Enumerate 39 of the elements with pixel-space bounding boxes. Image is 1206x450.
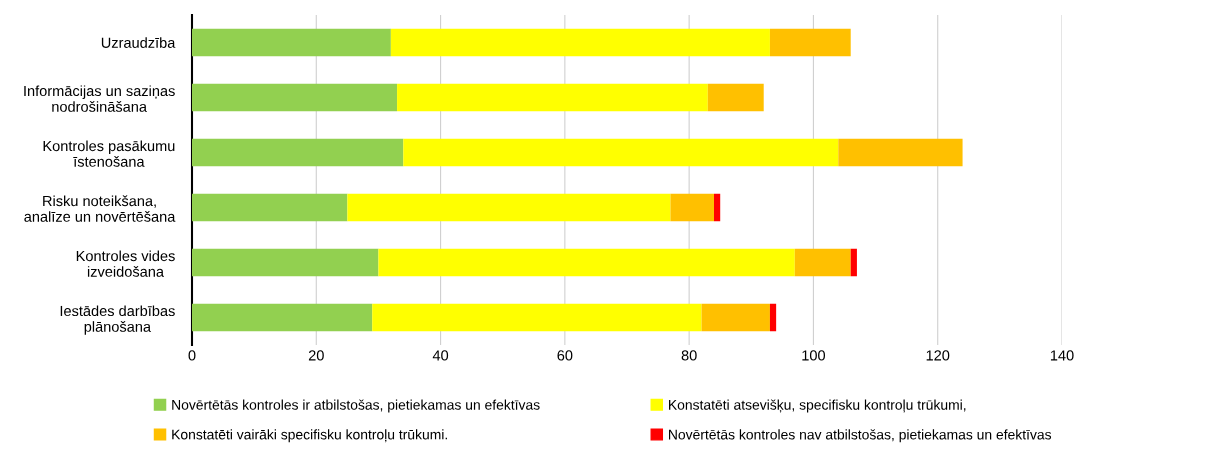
bar <box>192 138 404 167</box>
y-tick-label: Risku noteikšana, analīze un novērtēšana <box>24 195 176 222</box>
bar <box>192 193 348 222</box>
y-tick-label: Kontroles pasākumu īstenošana <box>43 140 175 167</box>
x-tick-label: 20 <box>308 350 324 361</box>
y-tick-label: Informācijas un saziņas nodrošināšana <box>24 85 175 112</box>
bar <box>403 138 839 167</box>
x-tick-label: 0 <box>188 350 196 361</box>
bar <box>769 303 777 332</box>
legend-label: Novērtētās kontroles nav atbilstošas, pietiekamas un efektīvas <box>669 429 1052 443</box>
x-tick-label: 40 <box>432 350 449 361</box>
x-tick-label: 80 <box>681 350 697 361</box>
y-tick-label: Kontroles vides izveidošana <box>76 250 175 277</box>
y-tick-label: Uzraudzība <box>101 37 176 48</box>
bar <box>347 193 671 222</box>
bar <box>192 303 373 332</box>
bar <box>714 193 721 222</box>
bar <box>192 248 379 277</box>
bar <box>769 28 851 57</box>
bar <box>192 83 398 112</box>
legend-label: Konstatēti atsevišķu, specifisku kontroļu trūkumi, <box>669 399 966 413</box>
x-tick-label: 120 <box>926 350 950 361</box>
bar <box>794 248 851 277</box>
bar <box>390 28 770 57</box>
legend-label: Konstatēti vairāki specifisku kontroļu trūkumi. <box>172 429 447 443</box>
bar <box>378 248 795 277</box>
bar <box>707 83 764 112</box>
bar <box>701 303 770 332</box>
y-tick-label: Iestādes darbības plānošana <box>60 305 175 335</box>
x-tick-label: 100 <box>802 350 826 361</box>
bar <box>850 248 857 277</box>
bar <box>397 83 708 112</box>
x-tick-label: 140 <box>1050 350 1074 361</box>
x-tick-label: 60 <box>557 350 573 361</box>
bar <box>670 193 714 222</box>
bar <box>372 303 702 332</box>
legend-label: Novērtētās kontroles ir atbilstošas, pietiekamas un efektīvas <box>172 399 540 413</box>
bar <box>838 138 963 167</box>
bar <box>192 28 391 57</box>
